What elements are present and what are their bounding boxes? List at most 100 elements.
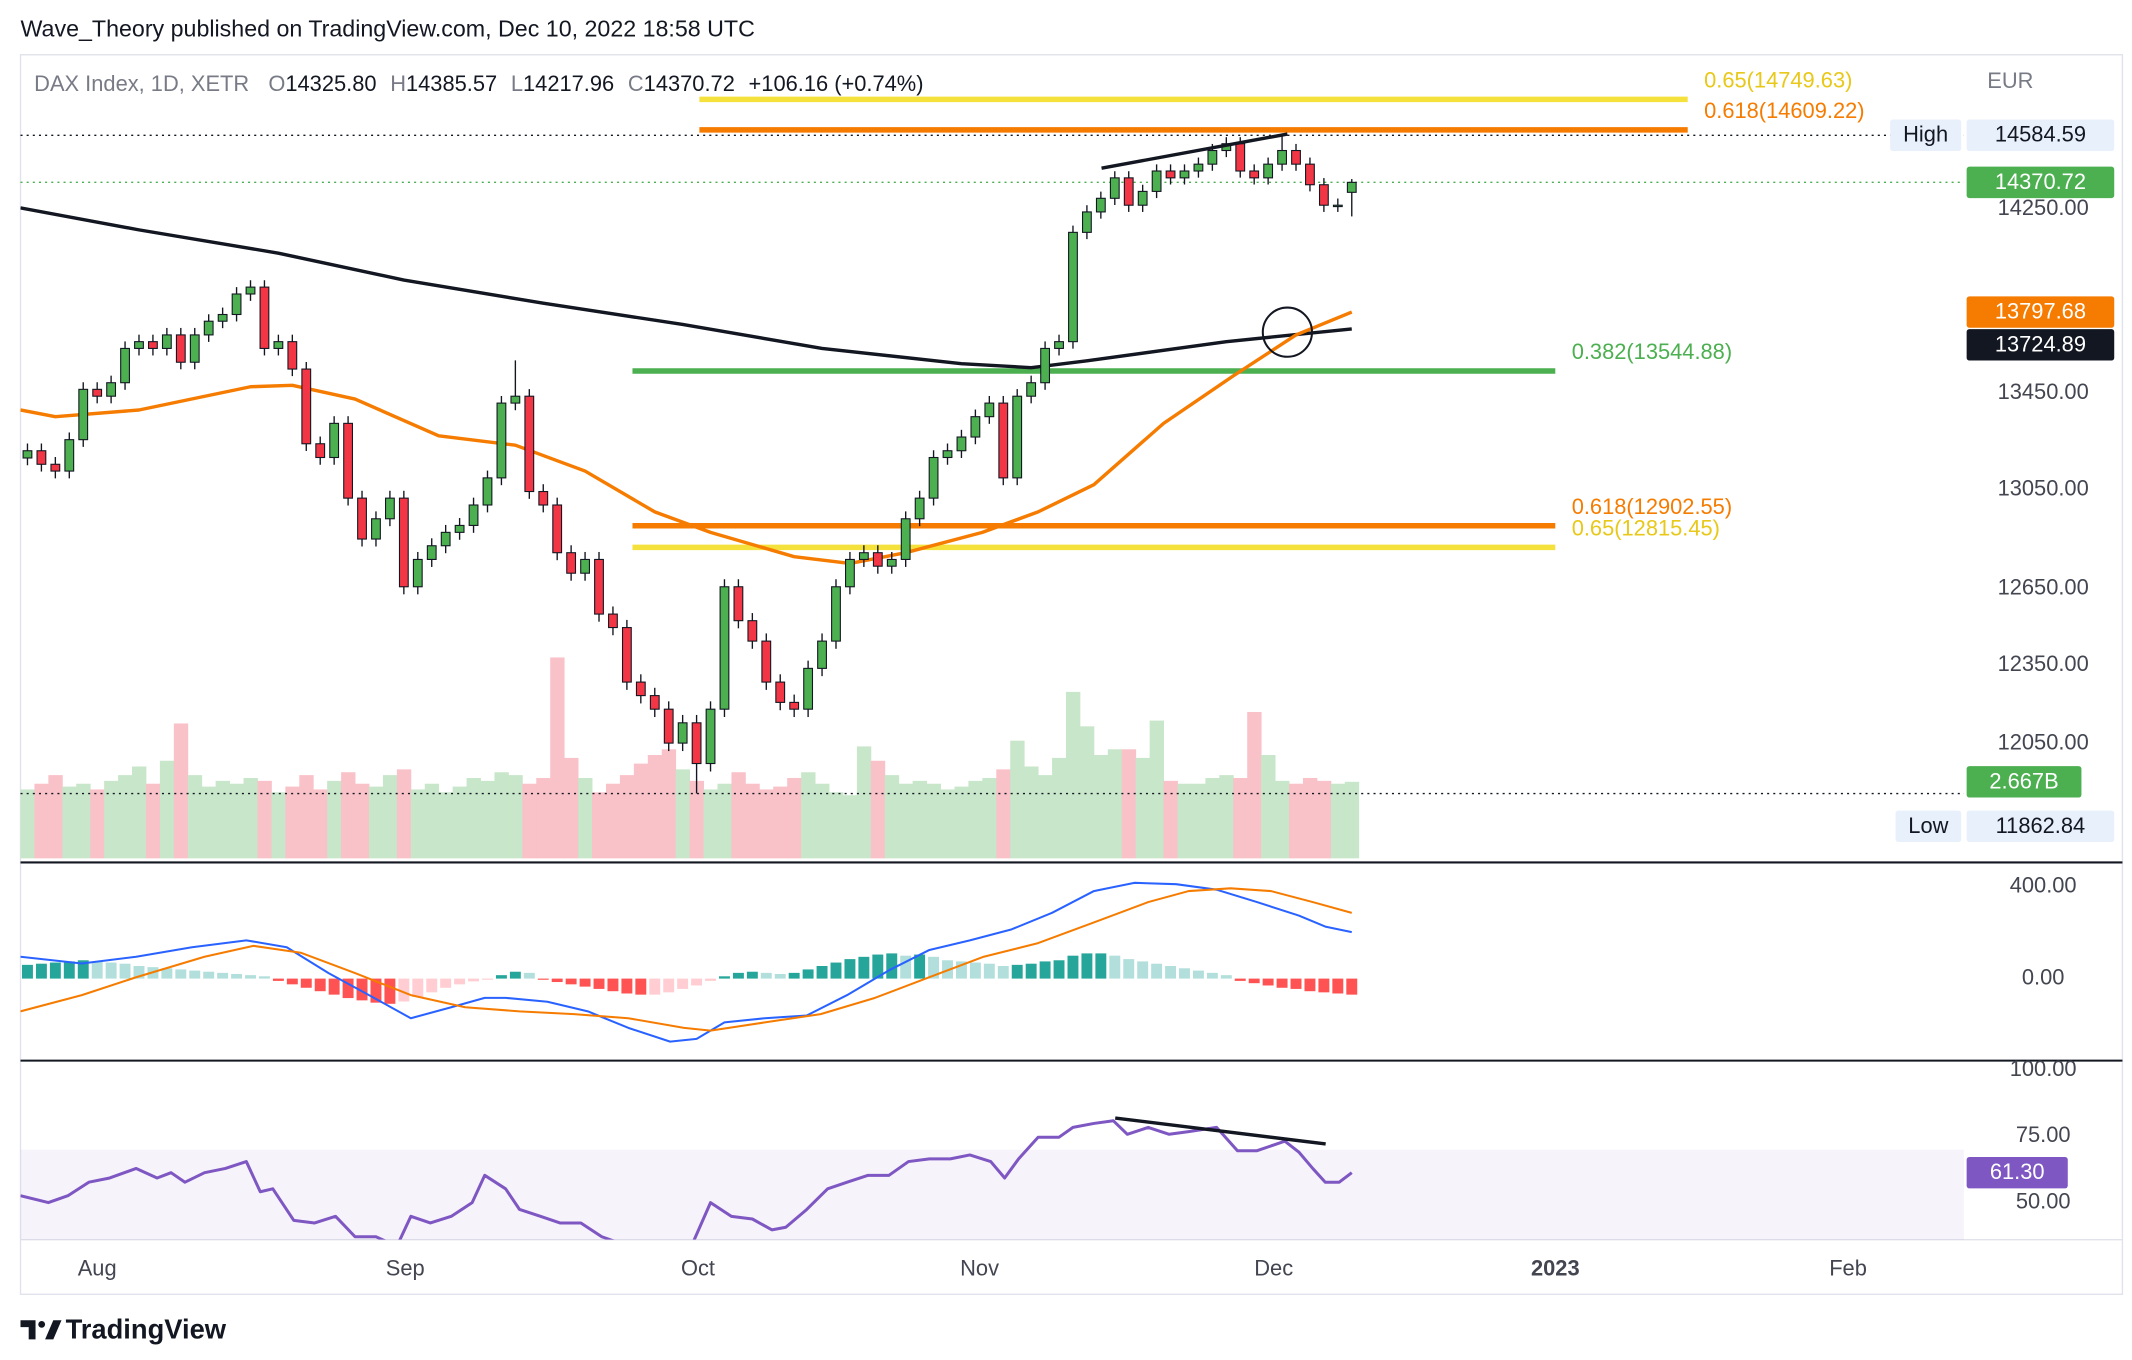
volume-bar — [1093, 755, 1109, 859]
fib-label: 0.618(14609.22) — [1704, 98, 1864, 123]
volume-bar — [1316, 780, 1332, 859]
y-tick-label: 12650.00 — [1998, 575, 2089, 600]
volume-bar — [815, 783, 830, 859]
macd-histogram-bar — [621, 978, 633, 994]
candle-body — [148, 341, 158, 349]
volume-bar — [76, 783, 91, 859]
moving-average — [20, 310, 1353, 566]
candle-body — [817, 640, 827, 669]
candle-body — [1179, 170, 1190, 179]
candle-body — [245, 286, 256, 295]
macd-histogram-bar — [663, 978, 675, 993]
macd-histogram-bar — [119, 963, 131, 979]
macd-histogram-bar — [649, 978, 661, 995]
volume-bar — [480, 780, 495, 859]
candle-body — [524, 395, 535, 493]
candle-body — [454, 524, 465, 533]
candle-body — [22, 450, 33, 459]
macd-histogram-bar — [1262, 978, 1274, 986]
volume-bar — [592, 792, 607, 859]
volume-bar — [62, 786, 77, 859]
macd-histogram-bar — [565, 978, 577, 985]
low-value-box — [1966, 810, 2115, 843]
candle-body — [1318, 184, 1329, 206]
volume-bar — [829, 792, 844, 859]
candle-body — [175, 334, 186, 363]
volume-bar — [159, 760, 175, 859]
candle-body — [1249, 170, 1260, 179]
candle-body — [691, 722, 702, 765]
candle-body — [552, 504, 563, 554]
macd-histogram-bar — [1290, 978, 1302, 989]
fib-label: 0.618(12902.55) — [1572, 494, 1732, 519]
candle-body — [50, 463, 61, 472]
macd-histogram-bar — [22, 964, 33, 979]
macd-histogram-bar — [802, 969, 814, 979]
rsi-line — [20, 1119, 1353, 1240]
macd-histogram-bar — [1179, 968, 1190, 979]
candle-body — [1123, 177, 1134, 206]
macd-histogram-bar — [356, 978, 368, 1001]
volume-bar — [842, 795, 858, 859]
macd-histogram-bar — [677, 978, 689, 989]
volume-bar — [536, 777, 551, 859]
volume-bar — [1247, 711, 1262, 859]
macd-histogram-bar — [1192, 970, 1204, 979]
volume-bar — [703, 789, 718, 859]
volume-bar — [466, 777, 481, 859]
volume-bar — [313, 789, 328, 859]
macd-histogram-bar — [1220, 975, 1232, 979]
volume-bar — [1121, 749, 1137, 859]
macd-histogram-bar — [1151, 963, 1163, 979]
candle-body — [440, 531, 451, 547]
x-tick-label: Oct — [681, 1255, 715, 1280]
macd-histogram-bar — [161, 968, 173, 979]
volume-bar — [870, 760, 886, 859]
candle-body — [510, 395, 521, 404]
axes: 12050.00 12350.00 12650.00 13050.00 13450.00… — [78, 67, 2115, 1280]
candle-body — [789, 701, 800, 710]
candle-body — [1095, 197, 1106, 213]
candle-body — [1040, 347, 1051, 384]
candle-body — [1346, 181, 1357, 193]
moving-average — [20, 206, 1352, 370]
signal-line — [20, 887, 1353, 1032]
volume-bar — [1163, 780, 1178, 859]
volume-bar — [327, 780, 342, 859]
volume-bar — [1205, 777, 1220, 859]
volume-bar — [1066, 691, 1081, 859]
macd-histogram-bar — [719, 976, 730, 979]
macd-histogram-bar — [1123, 959, 1135, 979]
volume-bar — [996, 769, 1011, 859]
macd-histogram-bar — [691, 978, 703, 986]
rsi-tick-label: 50.00 — [2016, 1188, 2071, 1213]
x-tick-label: 2023 — [1531, 1255, 1580, 1280]
candle-body — [608, 613, 618, 629]
volume-bar — [285, 786, 300, 859]
volume-bar — [410, 789, 426, 859]
volume-bar — [954, 786, 969, 859]
macd-histogram-bar — [551, 978, 563, 983]
volume-bar — [243, 777, 258, 859]
candle-body — [677, 722, 688, 744]
candle-body — [1207, 149, 1218, 165]
candle-body — [956, 436, 967, 452]
volume-bar — [856, 746, 872, 859]
volume-bar — [215, 780, 231, 859]
volume-bar — [675, 769, 691, 859]
fib-label: 0.65(12815.45) — [1572, 515, 1720, 540]
candle-body — [928, 456, 939, 499]
high-value: 14584.59 — [1995, 122, 2086, 147]
macd-histogram-bar — [579, 978, 591, 987]
legend-value: 14325.80 — [285, 71, 376, 96]
currency: EUR — [1987, 68, 2033, 93]
legend-prefix: L — [511, 71, 523, 96]
cross-circle — [1261, 306, 1314, 358]
candle-body — [733, 586, 744, 622]
candle-body — [984, 402, 995, 418]
macd-histogram-bar — [440, 978, 452, 988]
candle-body — [36, 450, 47, 465]
macd-histogram-bar — [398, 978, 410, 1002]
candle-body — [371, 518, 381, 540]
y-tick-label: 12350.00 — [1998, 651, 2089, 676]
